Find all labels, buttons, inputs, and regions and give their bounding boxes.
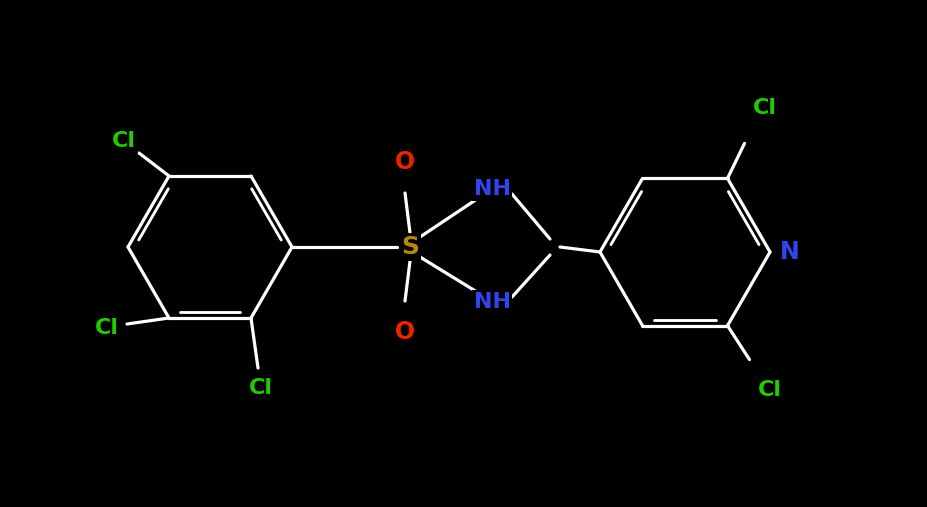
Text: O: O <box>395 320 415 344</box>
Text: N: N <box>781 240 800 264</box>
Text: Cl: Cl <box>249 378 273 398</box>
Text: Cl: Cl <box>95 318 119 338</box>
Text: NH: NH <box>474 292 511 312</box>
Text: Cl: Cl <box>112 131 136 151</box>
Text: S: S <box>401 235 419 259</box>
Text: O: O <box>395 150 415 174</box>
Text: NH: NH <box>474 179 511 199</box>
Text: Cl: Cl <box>757 380 781 400</box>
Text: Cl: Cl <box>753 98 777 119</box>
